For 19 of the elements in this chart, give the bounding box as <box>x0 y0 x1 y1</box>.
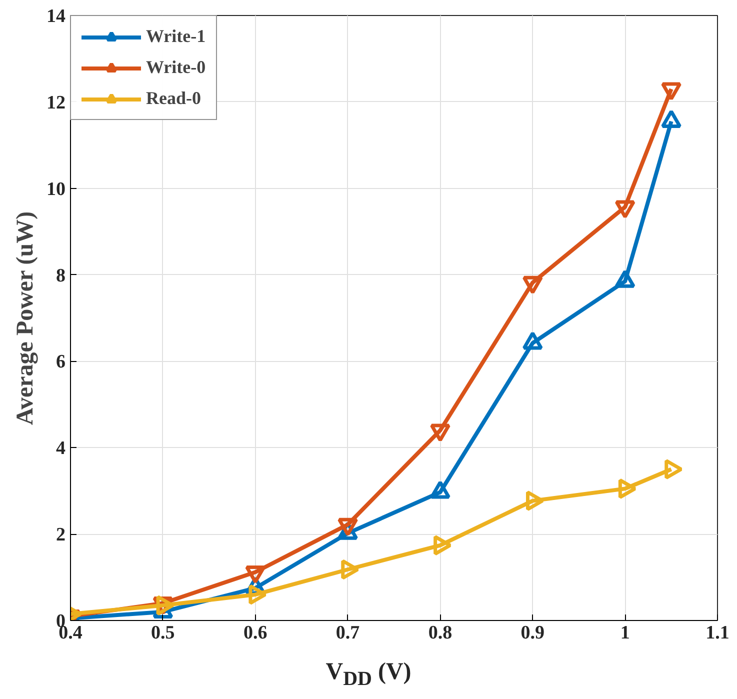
y-tick-label: 14 <box>46 6 66 27</box>
x-tick-label: 0.7 <box>336 622 360 644</box>
y-tick-label: 6 <box>56 352 66 373</box>
x-tick-label: 0.6 <box>243 622 268 644</box>
y-tick-label: 4 <box>56 438 66 460</box>
x-tick-label: 0.8 <box>428 622 452 644</box>
y-tick-label: 10 <box>46 178 66 200</box>
y-tick-label: 8 <box>56 265 66 286</box>
x-tick-label: 0.5 <box>151 622 175 644</box>
legend-label: Write-0 <box>146 57 206 78</box>
y-tick-label: 12 <box>46 92 66 114</box>
x-tick-label: 1 <box>620 622 630 644</box>
y-axis-title: Average Power (uW) <box>12 211 38 426</box>
x-axis-title: V$_{DD}$ (V) <box>326 658 412 692</box>
legend-label: Write-1 <box>146 26 206 47</box>
x-tick-label: 0.9 <box>520 622 545 644</box>
y-tick-label: 2 <box>56 524 66 546</box>
x-tick-label: 1.1 <box>706 622 730 644</box>
legend-label: Read-0 <box>146 88 201 109</box>
